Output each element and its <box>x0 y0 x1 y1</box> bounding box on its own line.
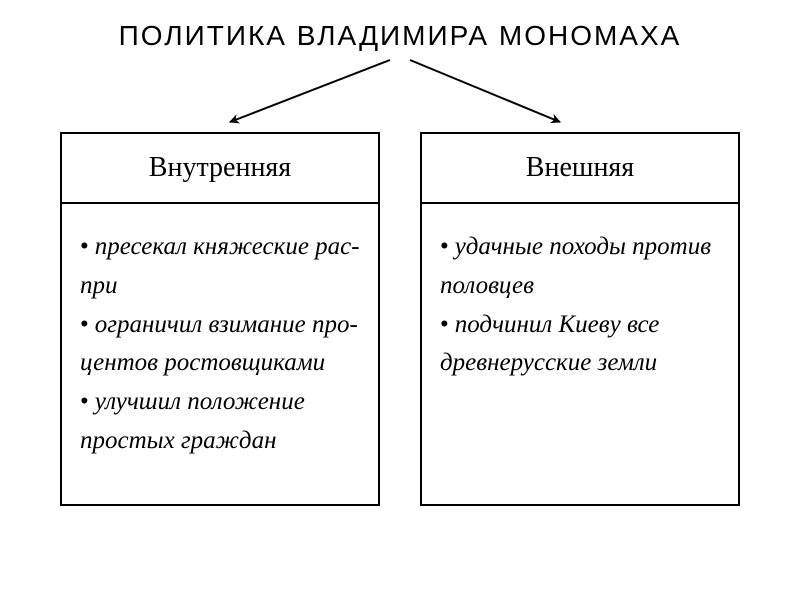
diagram-title: ПОЛИТИКА ВЛАДИМИРА МОНОМАХА <box>0 0 800 52</box>
list-item-text: удачные походы про­тив половцев <box>440 233 711 299</box>
arrow-right <box>410 60 560 122</box>
list-item: •пресекал княжеские рас­при <box>80 228 360 306</box>
branch-arrows <box>0 52 800 132</box>
bullet-icon: • <box>80 388 89 415</box>
bullet-icon: • <box>440 233 449 260</box>
arrow-left <box>230 60 390 122</box>
column-internal: Внутренняя •пресекал княжеские рас­при •… <box>60 132 380 506</box>
bullet-icon: • <box>80 311 89 338</box>
list-item-text: ограничил взимание про­центов ростовщика… <box>80 311 358 377</box>
list-item-text: улучшил положение прос­тых граждан <box>80 388 305 454</box>
bullet-icon: • <box>440 311 449 338</box>
columns-container: Внутренняя •пресекал княжеские рас­при •… <box>60 132 740 506</box>
column-body: •пресекал княжеские рас­при •ограничил в… <box>62 204 378 504</box>
column-external: Внешняя •удачные походы про­тив половцев… <box>420 132 740 506</box>
list-item-text: пресекал княжеские рас­при <box>80 233 360 299</box>
column-body: •удачные походы про­тив половцев •подчин… <box>422 204 738 504</box>
column-header: Внутренняя <box>62 134 378 204</box>
list-item: •ограничил взимание про­центов ростовщик… <box>80 306 360 384</box>
list-item-text: подчинил Киеву все древнерусские земли <box>440 311 659 377</box>
list-item: •улучшил положение прос­тых граждан <box>80 383 360 461</box>
bullet-icon: • <box>80 233 89 260</box>
list-item: •удачные походы про­тив половцев <box>440 228 720 306</box>
list-item: •подчинил Киеву все древнерусские земли <box>440 306 720 384</box>
column-header: Внешняя <box>422 134 738 204</box>
